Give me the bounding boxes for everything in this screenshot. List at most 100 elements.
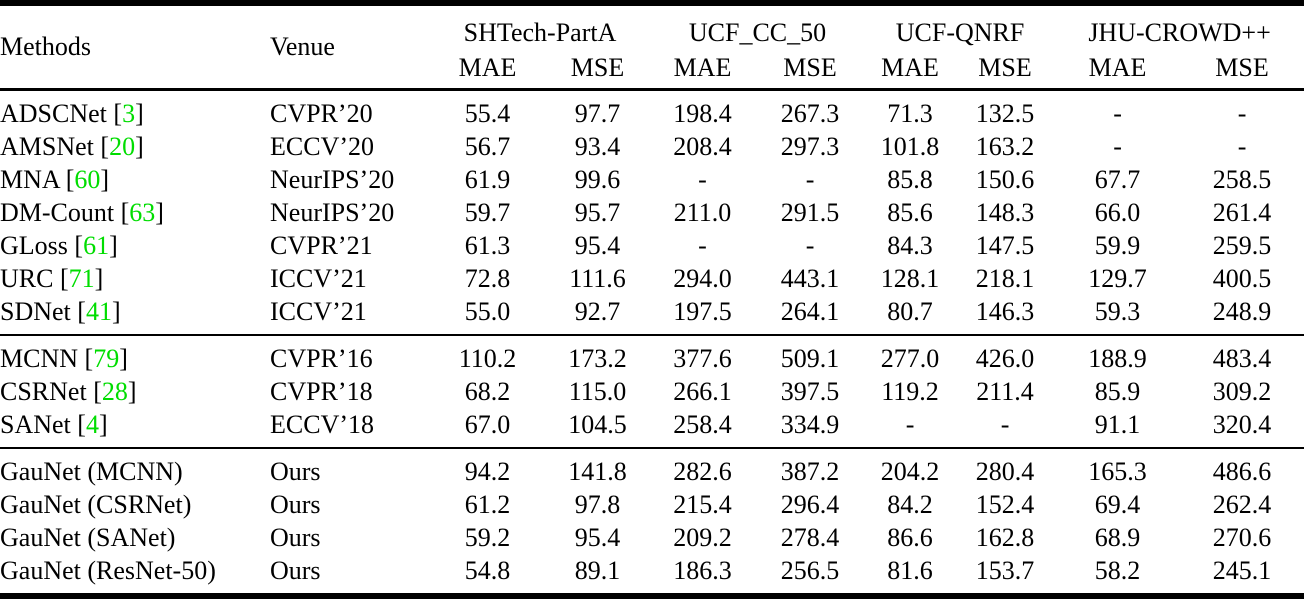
method-cell: ADSCNet [3]	[0, 98, 144, 128]
citation-link[interactable]: 41	[85, 296, 112, 326]
method-cell: MCNN [79]	[0, 343, 128, 373]
citation-link[interactable]: 79	[93, 343, 120, 373]
metric-value-cell: -	[698, 164, 707, 194]
metric-value-cell: 95.7	[574, 197, 621, 227]
metric-value-cell: 80.7	[887, 296, 933, 326]
table-row: MNA [60] NeurIPS’20 61.9 99.6 - - 85.8 150.6 67.…	[0, 163, 1304, 196]
venue-cell: Ours	[270, 555, 321, 585]
metric-value-cell: 218.1	[975, 263, 1035, 293]
table-row: GauNet (CSRNet) Ours 61.2 97.8 215.4 296.4 84.…	[0, 488, 1304, 521]
header-metric-row: MAE MSE MAE MSE MAE MSE MAE MSE	[0, 48, 1304, 90]
metric-value-cell: 81.6	[887, 555, 933, 585]
metric-value-cell: -	[1237, 131, 1247, 161]
metric-value-cell: 84.2	[887, 489, 933, 519]
metric-value-cell: 400.5	[1212, 263, 1272, 293]
metric-value-cell: 198.4	[673, 98, 732, 128]
table-header: Methods Venue SHTech-PartA UCF_CC_50 UCF…	[0, 3, 1304, 90]
metric-value-cell: 71.3	[887, 98, 933, 128]
metric-value-cell: -	[805, 164, 815, 194]
metric-value-cell: 267.3	[780, 98, 840, 128]
metric-value-cell: 165.3	[1088, 456, 1147, 486]
table-row: AMSNet [20] ECCV’20 56.7 93.4 208.4 297.3 101.…	[0, 130, 1304, 163]
venue-cell: CVPR’20	[270, 98, 373, 128]
metric-value-cell: -	[805, 230, 815, 260]
metric-value-cell: 141.8	[568, 456, 627, 486]
table-row: URC [71] ICCV’21 72.8 111.6 294.0 443.1 128.1 2…	[0, 262, 1304, 295]
metric-value-cell: 258.4	[673, 409, 732, 439]
citation-link[interactable]: 61	[83, 230, 110, 260]
metric-value-cell: 204.2	[880, 456, 940, 486]
metric-value-cell: 55.0	[464, 296, 511, 326]
metric-value-cell: 259.5	[1212, 230, 1272, 260]
metric-value-cell: 262.4	[1212, 489, 1272, 519]
metric-value-cell: 85.6	[887, 197, 933, 227]
col-header-mae: MAE	[673, 53, 732, 82]
metric-value-cell: 56.7	[464, 131, 511, 161]
metric-value-cell: 128.1	[880, 263, 940, 293]
metric-value-cell: 297.3	[780, 131, 840, 161]
method-cell: GauNet (MCNN)	[0, 456, 183, 486]
metric-value-cell: 54.8	[464, 555, 511, 585]
metric-value-cell: 256.5	[780, 555, 840, 585]
metric-value-cell: -	[1113, 98, 1122, 128]
metric-value-cell: 94.2	[464, 456, 511, 486]
metric-value-cell: 163.2	[975, 131, 1035, 161]
metric-value-cell: 58.2	[1094, 555, 1141, 585]
metric-value-cell: 61.9	[464, 164, 511, 194]
metric-value-cell: 67.7	[1094, 164, 1141, 194]
method-cell: GauNet (CSRNet)	[0, 489, 192, 519]
table-row: SDNet [41] ICCV’21 55.0 92.7 197.5 264.1 80.7 1…	[0, 295, 1304, 335]
citation-link[interactable]: 71	[68, 263, 95, 293]
metric-value-cell: 92.7	[574, 296, 621, 326]
metric-value-cell: 248.9	[1212, 296, 1272, 326]
metric-value-cell: 89.1	[574, 555, 621, 585]
col-header-mse: MSE	[1215, 53, 1269, 82]
metric-value-cell: -	[1113, 131, 1122, 161]
metric-value-cell: 296.4	[780, 489, 840, 519]
metric-value-cell: 280.4	[975, 456, 1035, 486]
metric-value-cell: 258.5	[1212, 164, 1272, 194]
metric-value-cell: 115.0	[568, 376, 627, 406]
venue-cell: Ours	[270, 522, 321, 552]
metric-value-cell: 188.9	[1088, 343, 1147, 373]
metric-value-cell: 215.4	[673, 489, 732, 519]
metric-value-cell: 197.5	[673, 296, 732, 326]
table-row: GauNet (MCNN) Ours 94.2 141.8 282.6 387.2 204.…	[0, 448, 1304, 488]
dataset-header-shtech-parta: SHTech-PartA	[463, 18, 617, 47]
metric-value-cell: 277.0	[880, 343, 940, 373]
method-cell: DM-Count [63]	[0, 197, 164, 227]
metric-value-cell: 264.1	[780, 296, 840, 326]
venue-cell: Ours	[270, 489, 321, 519]
citation-link[interactable]: 60	[74, 164, 101, 194]
header-dataset-row: Methods Venue SHTech-PartA UCF_CC_50 UCF…	[0, 3, 1304, 61]
citation-link[interactable]: 63	[129, 197, 156, 227]
metric-value-cell: 59.3	[1094, 296, 1141, 326]
venue-cell: ECCV’20	[270, 131, 374, 161]
col-header-mse: MSE	[978, 53, 1032, 82]
metric-value-cell: 186.3	[673, 555, 732, 585]
method-cell: URC [71]	[0, 263, 104, 293]
metric-value-cell: 173.2	[568, 343, 627, 373]
metric-value-cell: 61.3	[464, 230, 511, 260]
metric-value-cell: -	[1000, 409, 1010, 439]
metric-value-cell: -	[698, 230, 707, 260]
col-header-mae: MAE	[458, 53, 517, 82]
citation-link[interactable]: 20	[109, 131, 136, 161]
row-group-recent-methods: ADSCNet [3] CVPR’20 55.4 97.7 198.4 267.3 71.3…	[0, 90, 1304, 336]
metric-value-cell: 68.2	[464, 376, 511, 406]
row-group-baseline-methods: MCNN [79] CVPR’16 110.2 173.2 377.6 509.1 277.…	[0, 335, 1304, 448]
table-row: SANet [4] ECCV’18 67.0 104.5 258.4 334.9 - - 91.…	[0, 408, 1304, 448]
dataset-header-jhu-crowd: JHU-CROWD++	[1088, 18, 1271, 47]
metric-value-cell: 59.2	[464, 522, 511, 552]
metric-value-cell: 294.0	[673, 263, 732, 293]
metric-value-cell: 59.9	[1094, 230, 1141, 260]
venue-cell: CVPR’16	[270, 343, 373, 373]
metric-value-cell: 97.7	[574, 98, 621, 128]
citation-link[interactable]: 4	[85, 409, 99, 439]
metric-value-cell: 266.1	[673, 376, 732, 406]
table-row: MCNN [79] CVPR’16 110.2 173.2 377.6 509.1 277.…	[0, 335, 1304, 375]
citation-link[interactable]: 3	[122, 98, 136, 128]
metric-value-cell: 509.1	[780, 343, 840, 373]
method-cell: CSRNet [28]	[0, 376, 137, 406]
citation-link[interactable]: 28	[101, 376, 128, 406]
